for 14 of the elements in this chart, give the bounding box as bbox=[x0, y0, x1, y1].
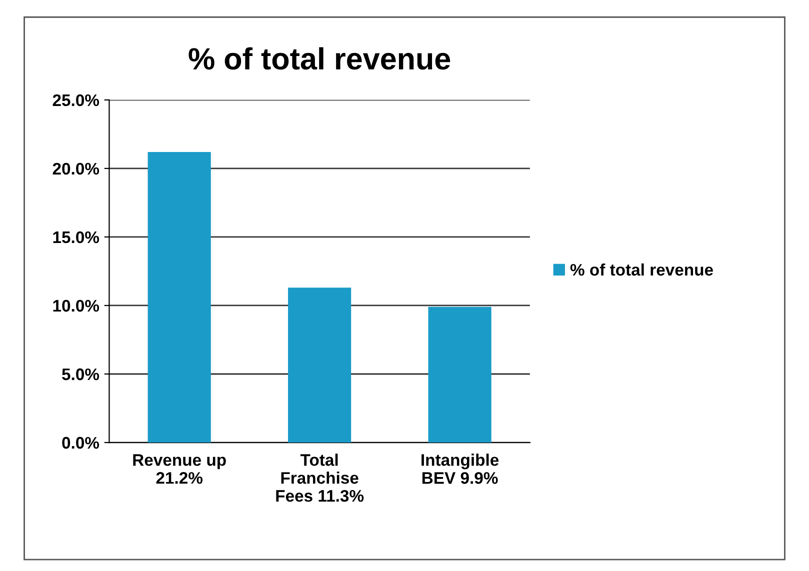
bar bbox=[288, 288, 352, 443]
x-tick-label: Revenue up 21.2% bbox=[133, 454, 226, 484]
legend-label: % of total revenue bbox=[570, 263, 713, 276]
chart-title: % of total revenue bbox=[188, 47, 450, 70]
y-tick-label: 25.0% bbox=[52, 94, 100, 106]
y-tick-label: 10.0% bbox=[53, 300, 100, 312]
x-tick-label: Total Franchise Fees 11.3% bbox=[276, 454, 364, 502]
y-tick-label: 20.0% bbox=[52, 162, 100, 175]
bar bbox=[428, 306, 492, 443]
y-tick-label: 15.0% bbox=[53, 231, 100, 244]
x-tick-label: Intangible BEV 9.9% bbox=[422, 454, 499, 484]
y-tick-label: 5.0% bbox=[62, 368, 100, 380]
y-tick-label: 0.0% bbox=[62, 436, 100, 449]
bar bbox=[148, 152, 211, 443]
